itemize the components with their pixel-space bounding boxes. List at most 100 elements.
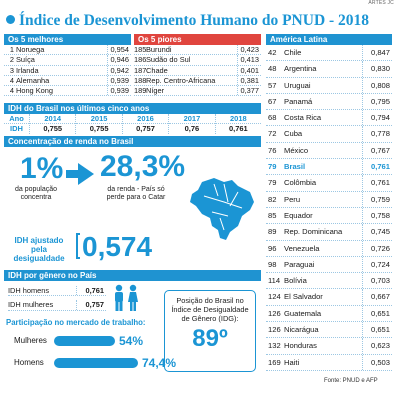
worst-value: 0,413 — [237, 55, 261, 65]
latam-rank: 124 — [268, 292, 281, 302]
latam-rank: 85 — [268, 210, 277, 220]
labor-title: Participação no mercado de trabalho: — [6, 318, 146, 327]
best-row: 1 Noruega 0,954 — [4, 45, 131, 56]
credit: ARTES JC — [368, 0, 394, 6]
latam-name: Haiti — [284, 357, 300, 367]
brazil-idh-value: 0,757 — [136, 124, 155, 133]
worst-five-table: Os 5 piores 185 Burundi 0,423 186 Sudão do S… — [134, 34, 261, 97]
latam-rank: 48 — [268, 64, 277, 74]
brazil-idh-value: 0,755 — [89, 124, 109, 133]
income-left-big: 1% — [20, 152, 64, 185]
women-value: 0,757 — [76, 300, 106, 310]
best-value: 0,942 — [107, 65, 131, 75]
latam-rank: 79 — [268, 178, 277, 188]
worst-row: 188 Rep. Centro-Africana 0,381 — [134, 75, 261, 87]
latam-row: 76 México 0,767 — [266, 142, 392, 160]
latam-value: 0,503 — [362, 354, 392, 370]
latam-row: 96 Venezuela 0,726 — [266, 240, 392, 257]
gender-header: IDH por gênero no País — [4, 270, 261, 281]
bullet-dot-icon — [6, 15, 15, 24]
latam-value: 0,667 — [362, 289, 392, 305]
latam-value: 0,759 — [362, 191, 392, 207]
latam-name: Paraguai — [284, 259, 315, 269]
latam-row: 68 Costa Rica 0,794 — [266, 110, 392, 127]
latam-row: 114 Bolívia 0,703 — [266, 273, 392, 290]
gender-header-text: IDH por gênero no País — [4, 270, 261, 281]
worst-name: Sudão do Sul — [146, 55, 191, 65]
labor-women-value: 54% — [119, 334, 144, 348]
latam-rank: 82 — [268, 194, 277, 204]
latam-name: Argentina — [284, 64, 317, 74]
worst-row: 187 Chade 0,401 — [134, 65, 261, 76]
latam-rank: 96 — [268, 243, 277, 253]
gender-values: IDH homens 0,761 IDH mulheres 0,757 — [8, 286, 106, 311]
latam-name: Honduras — [284, 341, 317, 351]
best-value: 0,939 — [107, 86, 131, 96]
income-concentration-header: Concentração de renda no Brasil — [4, 136, 261, 147]
latam-value: 0,651 — [362, 322, 392, 338]
income-header-text: Concentração de renda no Brasil — [4, 136, 261, 147]
latam-value: 0,761 — [362, 159, 392, 175]
man-woman-icon — [111, 284, 141, 317]
latam-name: Venezuela — [284, 243, 320, 253]
gender-women-row: IDH mulheres 0,757 — [8, 300, 106, 311]
latam-rank: 89 — [268, 227, 277, 237]
best-name: Hong Kong — [16, 86, 53, 96]
worst-rank: 188 — [134, 75, 147, 85]
latam-rank: 114 — [268, 276, 281, 286]
latam-name: Uruguai — [284, 80, 311, 90]
latam-row: 98 Paraguai 0,724 — [266, 256, 392, 274]
worst-value: 0,377 — [237, 86, 261, 96]
latam-value: 0,847 — [362, 45, 392, 61]
worst-value: 0,381 — [237, 75, 261, 86]
worst-rank: 187 — [134, 65, 147, 75]
brazil-year-column: 2015 0,755 — [76, 114, 123, 134]
brazil-year: 2018 — [215, 114, 262, 124]
source: Fonte: PNUD e AFP — [324, 378, 378, 384]
latam-value: 0,703 — [362, 273, 392, 289]
bracket-icon — [76, 233, 80, 259]
latam-row: 79 Brasil 0,761 — [266, 159, 392, 176]
best-five-header: Os 5 melhores — [4, 34, 131, 45]
latam-row: 57 Uruguai 0,808 — [266, 77, 392, 94]
income-right-caption: da renda - País só perde para o Catar — [106, 186, 166, 201]
latam-name: Nicarágua — [284, 325, 319, 335]
best-name: Noruega — [16, 45, 45, 54]
latam-name: Peru — [284, 194, 301, 204]
best-rank: 4 — [9, 86, 14, 96]
latam-row: 48 Argentina 0,830 — [266, 61, 392, 78]
latam-row: 79 Colômbia 0,761 — [266, 175, 392, 192]
latam-value: 0,651 — [362, 305, 392, 322]
latam-name: Chile — [284, 48, 302, 57]
latam-rank: 98 — [268, 259, 277, 269]
latam-row: 67 Panamá 0,795 — [266, 93, 392, 111]
latam-row: 169 Haiti 0,503 — [266, 354, 392, 371]
latam-row: 72 Cuba 0,778 — [266, 126, 392, 143]
latam-rank: 76 — [268, 145, 277, 155]
worst-five-list: 185 Burundi 0,423 186 Sudão do Sul 0,413 187 Ch… — [134, 45, 261, 97]
income-right-big: 28,3% — [100, 150, 186, 183]
best-row: 3 Irlanda 0,942 — [4, 65, 131, 76]
brazil-year-column: 2016 0,757 — [122, 114, 170, 134]
latam-name: Bolívia — [284, 276, 307, 286]
best-name: Suíça — [16, 55, 35, 65]
labor-men-label: Homens — [14, 358, 44, 367]
brazil-year: 2014 — [30, 114, 76, 124]
latam-rank: 169 — [268, 357, 281, 367]
idh-row-label: IDH — [10, 124, 23, 133]
latam-row: 126 Guatemala 0,651 — [266, 305, 392, 323]
latam-rank: 132 — [268, 341, 281, 351]
brazil-year-column: 2018 0,761 — [215, 114, 262, 134]
worst-name: Chade — [146, 65, 168, 75]
men-value: 0,761 — [76, 286, 106, 296]
best-name: Alemanha — [16, 75, 50, 85]
page-title-text: Índice de Desenvolvimento Humano do PNUD… — [19, 12, 370, 29]
best-rank: 4 — [9, 75, 14, 85]
latam-value: 0,778 — [362, 126, 392, 142]
latam-name: Panamá — [284, 96, 313, 106]
latam-rank: 126 — [268, 325, 281, 335]
latam-table: América Latina 42 Chile 0,847 48 Argentina 0,… — [266, 34, 392, 371]
brazil-years-grid: Ano IDH 2014 0,755 2015 0,755 2016 0,757 2017 0… — [4, 114, 262, 134]
worst-value: 0,423 — [237, 45, 261, 55]
latam-value: 0,623 — [362, 338, 392, 354]
